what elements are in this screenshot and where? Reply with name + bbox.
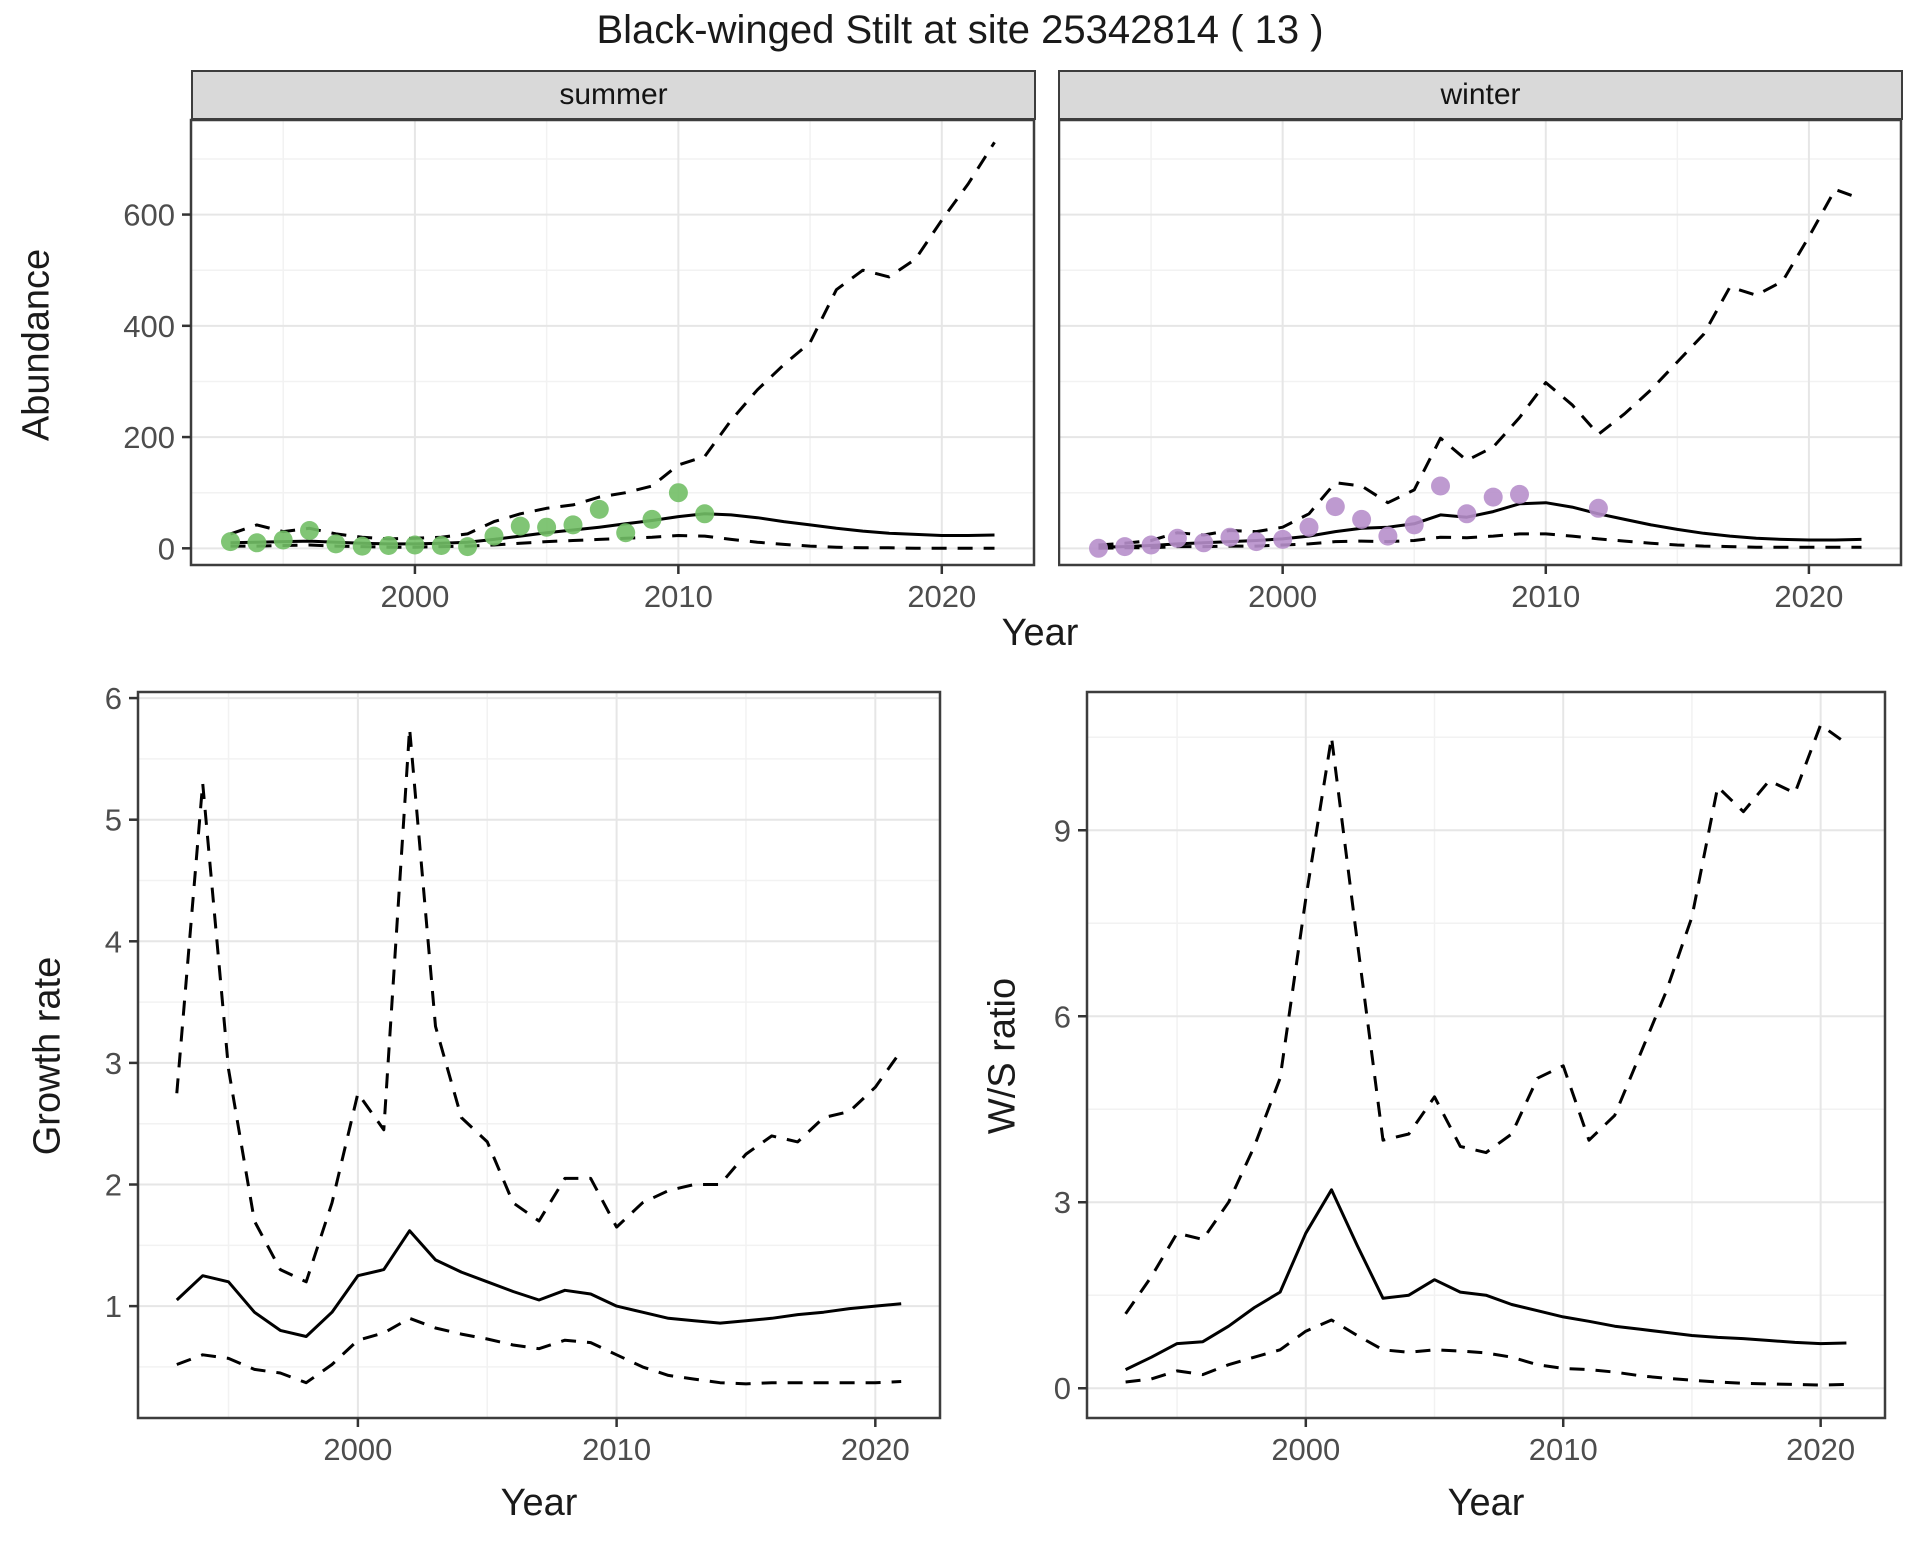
- svg-text:2020: 2020: [907, 579, 976, 614]
- abundance-x-axis-label: Year: [1001, 612, 1079, 654]
- svg-text:2000: 2000: [380, 579, 449, 614]
- svg-text:2010: 2010: [582, 1432, 651, 1467]
- svg-text:2000: 2000: [1248, 579, 1317, 614]
- growth-rate-x-axis-label: Year: [500, 1482, 578, 1524]
- abundance-y-axis-label: Abundance: [15, 248, 57, 442]
- svg-text:2010: 2010: [644, 579, 713, 614]
- svg-text:6: 6: [1054, 999, 1071, 1034]
- abundance-y-axis-label-wrap: Abundance: [14, 70, 59, 620]
- growth-rate-y-axis-label: Growth rate: [26, 956, 68, 1156]
- svg-text:600: 600: [123, 198, 175, 233]
- growth-rate-chart-col: 2000 2010 2020 1 2 3 4 5 6 Year: [70, 680, 950, 1525]
- svg-text:1: 1: [105, 1289, 122, 1324]
- svg-text:2000: 2000: [323, 1432, 392, 1467]
- abundance-summer-chart: 2000 2010 2020 0 200 400 600: [123, 118, 1036, 614]
- ws-ratio-x-axis-label: Year: [1447, 1482, 1525, 1524]
- ws-ratio-y-axis-label: W/S ratio: [981, 977, 1023, 1135]
- growth-rate-block: Growth rate 2000 2010 2020 1 2 3 4 5 6 Year: [25, 680, 950, 1525]
- ws-ratio-y-axis-label-wrap: W/S ratio: [980, 680, 1025, 1480]
- growth-rate-y-axis-label-wrap: Growth rate: [25, 680, 70, 1480]
- bottom-row: Growth rate 2000 2010 2020 1 2 3 4 5 6 Year W/S …: [25, 680, 1895, 1525]
- growth-rate-chart: 2000 2010 2020 1 2 3 4 5 6: [105, 681, 942, 1467]
- svg-text:200: 200: [123, 420, 175, 455]
- facet-strip-summer: summer: [191, 70, 1036, 120]
- svg-text:2000: 2000: [1271, 1432, 1340, 1467]
- svg-text:6: 6: [105, 681, 122, 716]
- ws-ratio-chart-col: 2000 2010 2020 0 3 6 9 Year: [1025, 680, 1895, 1525]
- svg-text:3: 3: [1054, 1185, 1071, 1220]
- svg-text:5: 5: [105, 803, 122, 838]
- svg-text:2010: 2010: [1511, 579, 1580, 614]
- svg-text:2020: 2020: [1774, 579, 1843, 614]
- summer-panel: 2000 2010 2020 0 200 400 600 summer: [81, 70, 1036, 620]
- svg-text:400: 400: [123, 309, 175, 344]
- abundance-winter-chart: 2000 2010 2020: [1058, 118, 1903, 614]
- ws-ratio-chart: 2000 2010 2020 0 3 6 9: [1054, 690, 1887, 1467]
- svg-text:2020: 2020: [1786, 1432, 1855, 1467]
- svg-text:4: 4: [105, 924, 122, 959]
- svg-text:9: 9: [1054, 813, 1071, 848]
- svg-text:2020: 2020: [841, 1432, 910, 1467]
- svg-text:2010: 2010: [1529, 1432, 1598, 1467]
- svg-text:3: 3: [105, 1046, 122, 1081]
- ws-ratio-block: W/S ratio 2000 2010 2020 0 3 6 9 Year: [980, 680, 1895, 1525]
- winter-panel: 2000 2010 2020 winter: [1058, 70, 1903, 620]
- svg-text:2: 2: [105, 1168, 122, 1203]
- facet-strip-winter: winter: [1058, 70, 1903, 120]
- abundance-row: Abundance 2000 2010 2020 0 200 400 600 summer …: [14, 70, 1903, 620]
- figure-title: Black-winged Stilt at site 25342814 ( 13…: [596, 8, 1324, 52]
- svg-text:0: 0: [158, 531, 175, 566]
- svg-text:0: 0: [1054, 1371, 1071, 1406]
